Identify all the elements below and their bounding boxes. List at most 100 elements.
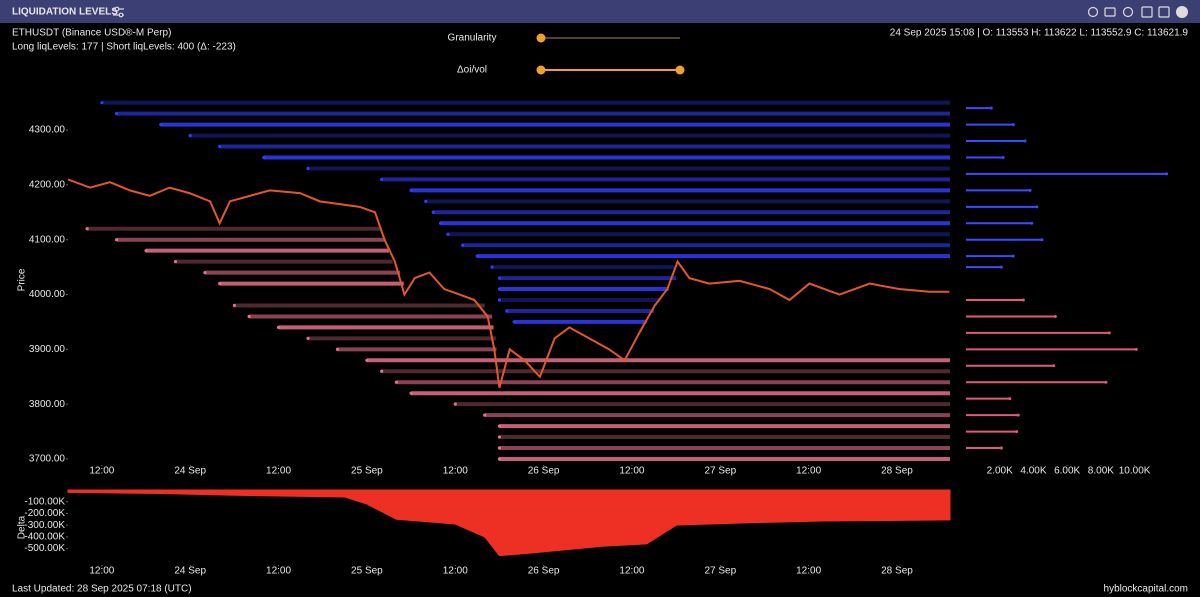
settings-icon[interactable] — [113, 6, 124, 18]
y-tick-label: -100.00K — [24, 496, 65, 507]
side-bar-tip — [1040, 238, 1044, 242]
control-label: Δoi/vol — [457, 65, 487, 76]
level-dot — [144, 249, 148, 253]
level-dot — [461, 243, 465, 247]
level-dot — [380, 177, 384, 182]
title-bar — [0, 0, 1200, 23]
y-tick-label: -200.00K — [24, 508, 65, 519]
delta-area — [67, 489, 951, 557]
side-bar-tip — [1016, 413, 1020, 417]
x-tick-label: 12:00 — [443, 566, 468, 577]
level-dot — [306, 166, 310, 171]
level-dot — [173, 260, 178, 264]
level-dot — [380, 369, 384, 373]
side-bar-tip — [1008, 397, 1012, 401]
camera-button[interactable] — [1104, 7, 1116, 17]
footer-updated: Last Updated: 28 Sep 2025 07:18 (UTC) — [12, 584, 192, 595]
level-dot — [505, 309, 509, 313]
y-tick-label: 3700.00 — [29, 454, 66, 465]
level-dot — [232, 303, 236, 308]
level-dot — [512, 320, 516, 324]
side-bar-tip — [1035, 205, 1039, 209]
level-dot — [100, 101, 104, 105]
side-bar-tip — [1011, 123, 1015, 127]
x-tick-label: 28 Sep — [881, 566, 913, 577]
x-tick-label: 26 Sep — [528, 466, 560, 477]
y-tick-label: -500.00K — [24, 543, 65, 554]
x-tick-label: 25 Sep — [351, 566, 383, 577]
level-dot — [365, 358, 369, 362]
side-bar-tip — [1107, 331, 1111, 335]
refresh-button[interactable] — [1087, 6, 1099, 18]
levels-info: Long liqLevels: 177 | Short liqLevels: 4… — [12, 42, 236, 53]
x-tick-label: 4.00K — [1020, 466, 1046, 477]
slider-knob[interactable] — [536, 33, 546, 43]
ohlc: 24 Sep 2025 15:08 | O: 113553 H: 113622 … — [890, 28, 1189, 39]
level-dot — [276, 325, 281, 330]
level-dot — [497, 287, 502, 291]
y-tick-label: 3900.00 — [29, 344, 66, 355]
x-tick-label: 24 Sep — [174, 466, 206, 477]
x-tick-label: 27 Sep — [704, 466, 736, 477]
level-dot — [247, 314, 251, 319]
level-dot — [409, 391, 413, 395]
x-tick-label: 2.00K — [987, 466, 1013, 477]
side-bar-tip — [1053, 314, 1057, 318]
level-dot — [409, 188, 413, 192]
y-tick-label: 4300.00 — [29, 125, 66, 136]
x-tick-label: 28 Sep — [881, 466, 913, 477]
level-dot — [85, 227, 89, 231]
y-tick-label: -300.00K — [24, 520, 65, 531]
side-bar-tip — [1104, 380, 1108, 384]
side-bar-tip — [1021, 298, 1025, 302]
slider-knob[interactable] — [675, 65, 685, 75]
y-tick-label: 4200.00 — [29, 180, 66, 191]
side-bar-tip — [1015, 430, 1019, 434]
level-dot — [446, 232, 450, 236]
footer-brand: hyblockcapital.com — [1104, 584, 1188, 595]
level-dot — [438, 221, 443, 225]
side-bar-tip — [1030, 221, 1034, 225]
level-dot — [218, 281, 222, 286]
x-tick-label: 12:00 — [266, 566, 291, 577]
level-dot — [475, 254, 479, 258]
level-dot — [497, 435, 502, 439]
side-bar-tip — [1023, 139, 1027, 143]
level-dot — [218, 144, 222, 149]
x-tick-label: 8.00K — [1088, 466, 1114, 477]
control-label: Granularity — [448, 33, 497, 44]
y-tick-label: 4100.00 — [29, 234, 66, 245]
side-bar-tip — [1011, 254, 1015, 258]
side-bar-tip — [999, 446, 1003, 450]
side-bar-tip — [1134, 347, 1138, 351]
level-dot — [497, 298, 502, 302]
y-tick-label: 3800.00 — [29, 399, 66, 410]
side-bar-tip — [1165, 172, 1169, 176]
level-dot — [262, 155, 266, 160]
expand-button[interactable] — [1158, 6, 1170, 18]
x-tick-label: 12:00 — [619, 466, 644, 477]
y-tick-label: 4000.00 — [29, 289, 66, 300]
y-tick-label: -400.00K — [24, 532, 65, 543]
window-title: LIQUIDATION LEVELS — [12, 7, 118, 18]
x-tick-label: 12:00 — [89, 466, 114, 477]
slider-knob[interactable] — [536, 65, 546, 75]
level-dot — [431, 210, 435, 214]
x-tick-label: 27 Sep — [704, 566, 736, 577]
y-axis-label: Price — [17, 268, 28, 291]
side-bar-tip — [1052, 364, 1056, 368]
level-dot — [490, 265, 494, 269]
close-button[interactable] — [1176, 6, 1188, 18]
settings-button[interactable] — [1122, 6, 1134, 18]
side-bar-tip — [999, 265, 1003, 269]
x-tick-label: 12:00 — [266, 466, 291, 477]
level-dot — [453, 402, 457, 406]
x-tick-label: 24 Sep — [174, 566, 206, 577]
price-line — [67, 178, 950, 388]
x-tick-label: 25 Sep — [351, 466, 383, 477]
save-button[interactable] — [1141, 6, 1153, 18]
level-dot — [335, 347, 340, 351]
level-dot — [497, 424, 502, 428]
side-bar-tip — [1028, 188, 1032, 192]
